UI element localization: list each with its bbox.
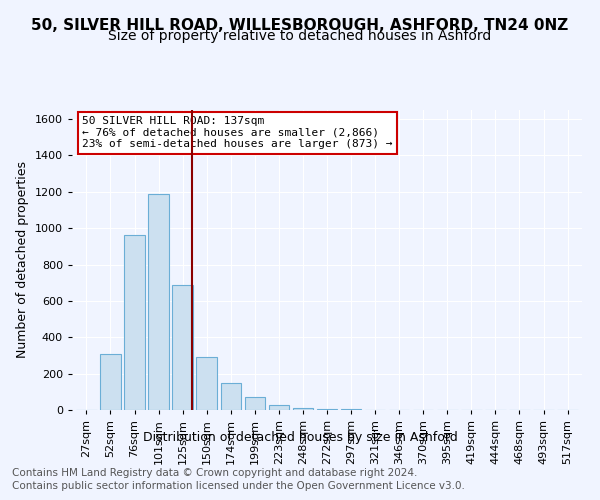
Bar bbox=[245, 398, 265, 410]
Bar bbox=[172, 284, 193, 410]
Bar bbox=[124, 236, 145, 410]
Text: Contains public sector information licensed under the Open Government Licence v3: Contains public sector information licen… bbox=[12, 481, 465, 491]
Bar bbox=[148, 194, 169, 410]
Bar bbox=[221, 382, 241, 410]
Text: Distribution of detached houses by size in Ashford: Distribution of detached houses by size … bbox=[143, 431, 457, 444]
Bar bbox=[293, 408, 313, 410]
Bar bbox=[269, 404, 289, 410]
Y-axis label: Number of detached properties: Number of detached properties bbox=[16, 162, 29, 358]
Bar bbox=[100, 354, 121, 410]
Text: Contains HM Land Registry data © Crown copyright and database right 2024.: Contains HM Land Registry data © Crown c… bbox=[12, 468, 418, 477]
Bar bbox=[196, 358, 217, 410]
Text: 50 SILVER HILL ROAD: 137sqm
← 76% of detached houses are smaller (2,866)
23% of : 50 SILVER HILL ROAD: 137sqm ← 76% of det… bbox=[82, 116, 392, 149]
Text: 50, SILVER HILL ROAD, WILLESBOROUGH, ASHFORD, TN24 0NZ: 50, SILVER HILL ROAD, WILLESBOROUGH, ASH… bbox=[31, 18, 569, 32]
Text: Size of property relative to detached houses in Ashford: Size of property relative to detached ho… bbox=[109, 29, 491, 43]
Bar bbox=[341, 409, 361, 410]
Bar bbox=[317, 409, 337, 410]
